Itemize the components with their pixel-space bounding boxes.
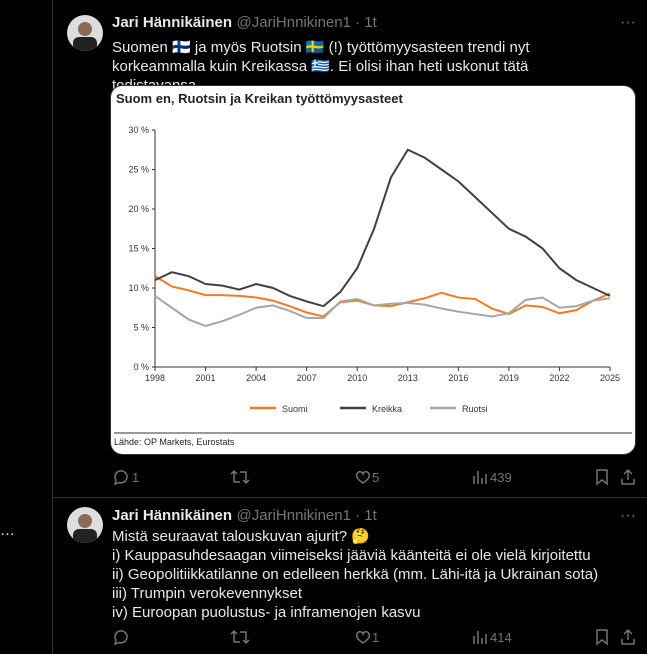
series-line <box>154 148 611 308</box>
chart-title: Suom en, Ruotsin ja Kreikan työttömyysas… <box>116 91 403 106</box>
tweet-text: Mistä seuraavat talouskuvan ajurit? 🤔 i)… <box>112 527 632 622</box>
bookmark-icon[interactable] <box>594 468 610 486</box>
bookmark-icon[interactable] <box>594 628 610 646</box>
series-line <box>154 275 611 318</box>
handle[interactable]: @JariHnnikinen1 · 1t <box>236 507 377 524</box>
y-tick-label: 5 % <box>133 323 149 333</box>
y-tick-label: 20 % <box>128 204 149 214</box>
tweet-header: Jari Hännikäinen @JariHnnikinen1 · 1t <box>112 14 377 32</box>
x-tick-label: 2019 <box>499 373 519 383</box>
avatar[interactable] <box>67 15 103 51</box>
legend-label: Kreikka <box>372 404 402 414</box>
x-tick-label: 2025 <box>600 373 620 383</box>
share-icon[interactable] <box>620 468 636 486</box>
actions: 1 5 439 <box>112 468 635 486</box>
text-line: iv) Euroopan puolustus- ja inframenojen … <box>112 604 421 621</box>
more[interactable]: … <box>0 522 15 539</box>
views-count: 414 <box>490 630 512 645</box>
source: Lähde: OP Markets, Eurostats <box>114 437 235 447</box>
views-count: 439 <box>490 470 512 485</box>
like-icon[interactable] <box>354 468 372 486</box>
text-line: Mistä seuraavat talouskuvan ajurit? 🤔 <box>112 528 370 545</box>
text-line: iii) Trumpin verokevennykset <box>112 585 303 602</box>
like-count: 5 <box>372 470 380 485</box>
like-count: 1 <box>372 630 380 645</box>
series-line <box>154 295 611 327</box>
x-tick-label: 2016 <box>448 373 468 383</box>
reply-icon[interactable] <box>112 628 130 646</box>
menu[interactable]: ··· <box>620 507 636 524</box>
x-tick-label: 2004 <box>246 373 266 383</box>
text-line: i) Kauppasuhdesaagan viimeiseksi jääviä … <box>112 547 591 564</box>
menu[interactable]: ··· <box>620 14 636 31</box>
views-icon[interactable] <box>472 628 488 646</box>
x-tick-label: 2007 <box>297 373 317 383</box>
y-tick-label: 0 % <box>133 362 149 372</box>
y-tick-label: 15 % <box>128 244 149 254</box>
y-tick-label: 25 % <box>128 165 149 175</box>
x-tick-label: 2022 <box>549 373 569 383</box>
actions: 1 414 <box>112 628 635 646</box>
views-icon[interactable] <box>472 468 488 486</box>
handle[interactable]: @JariHnnikinen1 · 1t <box>236 14 377 31</box>
chart[interactable]: Suom en, Ruotsin ja Kreikan työttömyysas… <box>110 85 636 455</box>
retweet-icon[interactable] <box>230 468 250 486</box>
tweet-header: Jari Hännikäinen @JariHnnikinen1 · 1t <box>112 507 377 525</box>
author[interactable]: Jari Hännikäinen <box>112 14 233 31</box>
author[interactable]: Jari Hännikäinen <box>112 507 233 524</box>
x-tick-label: 1998 <box>145 373 165 383</box>
like-icon[interactable] <box>354 628 372 646</box>
y-tick-label: 30 % <box>128 125 149 135</box>
x-tick-label: 2001 <box>196 373 216 383</box>
x-tick-label: 2013 <box>398 373 418 383</box>
share-icon[interactable] <box>620 628 636 646</box>
divider <box>52 0 53 654</box>
chart-bg <box>110 85 636 455</box>
separator <box>53 497 647 498</box>
reply-count: 1 <box>132 470 140 485</box>
legend-label: Suomi <box>282 404 308 414</box>
avatar[interactable] <box>67 507 103 543</box>
retweet-icon[interactable] <box>230 628 250 646</box>
legend-label: Ruotsi <box>462 404 488 414</box>
text-line: ii) Geopolitiikkatilanne on edelleen her… <box>112 566 599 583</box>
x-tick-label: 2010 <box>347 373 367 383</box>
reply-icon[interactable] <box>112 468 130 486</box>
y-tick-label: 10 % <box>128 283 149 293</box>
